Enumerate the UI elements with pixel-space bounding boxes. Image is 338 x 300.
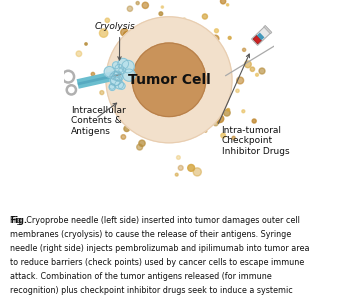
Circle shape <box>85 43 87 45</box>
Circle shape <box>176 156 180 159</box>
Circle shape <box>217 120 220 123</box>
Circle shape <box>256 74 259 76</box>
Circle shape <box>105 18 110 22</box>
Circle shape <box>189 132 193 136</box>
Circle shape <box>111 74 121 86</box>
Text: Cryolysis: Cryolysis <box>95 22 136 31</box>
Text: Intracellular
Contents &
Antigens: Intracellular Contents & Antigens <box>71 106 126 136</box>
Circle shape <box>213 121 218 126</box>
Circle shape <box>220 0 226 4</box>
Circle shape <box>252 119 256 123</box>
Circle shape <box>119 67 126 74</box>
Text: to reduce barriers (check points) used by cancer cells to escape immune: to reduce barriers (check points) used b… <box>10 258 305 267</box>
Circle shape <box>137 144 143 150</box>
Text: Tumor Cell: Tumor Cell <box>128 73 210 87</box>
Circle shape <box>175 173 178 176</box>
Circle shape <box>127 6 132 11</box>
Circle shape <box>110 73 116 79</box>
Circle shape <box>226 4 229 6</box>
Circle shape <box>115 74 123 82</box>
Circle shape <box>202 14 208 19</box>
Circle shape <box>250 67 255 71</box>
Circle shape <box>227 109 230 111</box>
Circle shape <box>179 20 183 23</box>
Text: Intra-tumoral
Checkpoint
Inhibitor Drugs: Intra-tumoral Checkpoint Inhibitor Drugs <box>221 126 289 156</box>
Circle shape <box>122 60 134 73</box>
Text: Fig. Cryoprobe needle (left side) inserted into tumor damages outer cell: Fig. Cryoprobe needle (left side) insert… <box>10 216 300 225</box>
Circle shape <box>121 135 126 139</box>
Circle shape <box>113 71 122 80</box>
Circle shape <box>159 12 163 16</box>
Circle shape <box>218 51 221 53</box>
Circle shape <box>232 136 235 140</box>
Circle shape <box>121 28 128 36</box>
Circle shape <box>216 115 224 122</box>
Circle shape <box>223 110 230 116</box>
Circle shape <box>178 165 183 170</box>
Circle shape <box>136 2 139 5</box>
Circle shape <box>188 164 195 171</box>
Circle shape <box>111 71 120 80</box>
Circle shape <box>100 91 104 94</box>
FancyBboxPatch shape <box>251 26 271 45</box>
Circle shape <box>161 6 164 8</box>
Text: needle (right side) injects pembrolizumab and ipilimumab into tumor area: needle (right side) injects pembrolizuma… <box>10 244 310 253</box>
Text: membranes (cryolysis) to cause the release of their antigens. Syringe: membranes (cryolysis) to cause the relea… <box>10 230 291 239</box>
Circle shape <box>91 72 95 76</box>
Circle shape <box>244 61 251 68</box>
Circle shape <box>115 80 123 89</box>
Circle shape <box>99 29 108 37</box>
Text: recognition) plus checkpoint inhibitor drugs seek to induce a systemic: recognition) plus checkpoint inhibitor d… <box>10 286 293 295</box>
Circle shape <box>212 35 219 42</box>
Circle shape <box>215 29 218 33</box>
Circle shape <box>237 77 244 84</box>
Circle shape <box>115 64 123 73</box>
Circle shape <box>223 98 228 103</box>
Circle shape <box>109 84 115 91</box>
Circle shape <box>109 84 115 89</box>
Circle shape <box>204 130 207 132</box>
Text: Fig.: Fig. <box>10 216 27 225</box>
Circle shape <box>183 18 186 20</box>
Circle shape <box>206 123 210 127</box>
Circle shape <box>107 79 109 81</box>
Circle shape <box>110 76 120 86</box>
Circle shape <box>124 33 131 40</box>
FancyBboxPatch shape <box>257 32 264 40</box>
Circle shape <box>113 62 120 69</box>
Circle shape <box>142 2 148 8</box>
Circle shape <box>139 140 145 146</box>
Circle shape <box>193 168 201 176</box>
Circle shape <box>124 126 129 131</box>
Circle shape <box>236 89 239 92</box>
Circle shape <box>104 67 115 77</box>
Circle shape <box>124 32 129 38</box>
Circle shape <box>106 17 232 143</box>
Circle shape <box>113 72 119 78</box>
Text: attack. Combination of the tumor antigens released (for immune: attack. Combination of the tumor antigen… <box>10 272 272 281</box>
Circle shape <box>118 82 125 89</box>
Circle shape <box>123 69 135 81</box>
Circle shape <box>259 68 265 74</box>
Circle shape <box>132 43 206 116</box>
Circle shape <box>225 77 230 82</box>
Circle shape <box>242 110 245 113</box>
Circle shape <box>221 133 225 138</box>
Circle shape <box>76 51 82 56</box>
FancyBboxPatch shape <box>253 35 261 44</box>
Circle shape <box>118 58 128 69</box>
Circle shape <box>242 48 246 51</box>
Circle shape <box>228 36 231 39</box>
FancyBboxPatch shape <box>264 26 272 34</box>
